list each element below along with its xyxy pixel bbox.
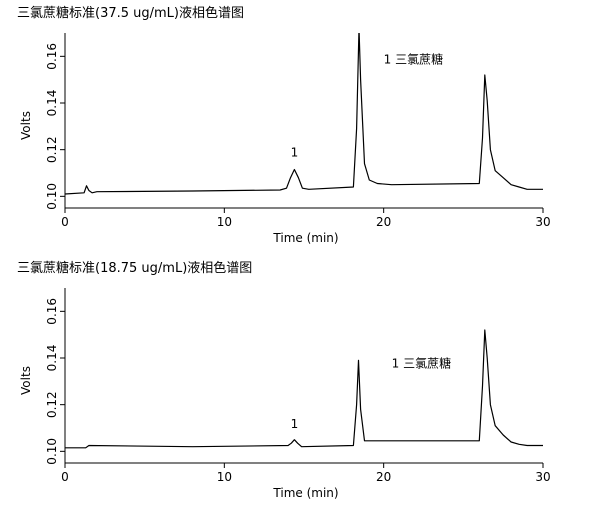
x-tick-label: 20 bbox=[376, 215, 391, 229]
peak-annotation: 1 三氯蔗糖 bbox=[392, 355, 451, 370]
y-tick-label: 0.14 bbox=[45, 90, 59, 117]
x-tick-label: 30 bbox=[535, 215, 550, 229]
peak-annotation: 1 三氯蔗糖 bbox=[384, 51, 443, 66]
chromatogram-trace bbox=[65, 329, 543, 449]
x-tick-label: 20 bbox=[376, 470, 391, 484]
y-tick-label: 0.12 bbox=[45, 391, 59, 418]
chromatogram-trace bbox=[65, 33, 543, 195]
y-tick-label: 0.10 bbox=[45, 438, 59, 465]
chart-title: 三氯蔗糖标准(18.75 ug/mL)液相色谱图 bbox=[17, 260, 252, 276]
x-tick-label: 30 bbox=[535, 470, 550, 484]
peak-annotation: 1 bbox=[291, 146, 299, 160]
y-tick-label: 0.14 bbox=[45, 345, 59, 372]
y-tick-label: 0.10 bbox=[45, 183, 59, 210]
x-axis-label: Time (min) bbox=[272, 486, 338, 500]
y-tick-label: 0.12 bbox=[45, 136, 59, 163]
y-axis-label: Volts bbox=[19, 366, 33, 395]
x-axis-label: Time (min) bbox=[272, 231, 338, 245]
peak-annotation: 1 bbox=[291, 417, 299, 431]
x-tick-label: 0 bbox=[61, 470, 69, 484]
x-tick-label: 10 bbox=[217, 215, 232, 229]
x-tick-label: 10 bbox=[217, 470, 232, 484]
x-tick-label: 0 bbox=[61, 215, 69, 229]
chart-title: 三氯蔗糖标准(37.5 ug/mL)液相色谱图 bbox=[17, 5, 244, 21]
y-tick-label: 0.16 bbox=[45, 43, 59, 70]
y-axis-label: Volts bbox=[19, 111, 33, 140]
y-tick-label: 0.16 bbox=[45, 298, 59, 325]
